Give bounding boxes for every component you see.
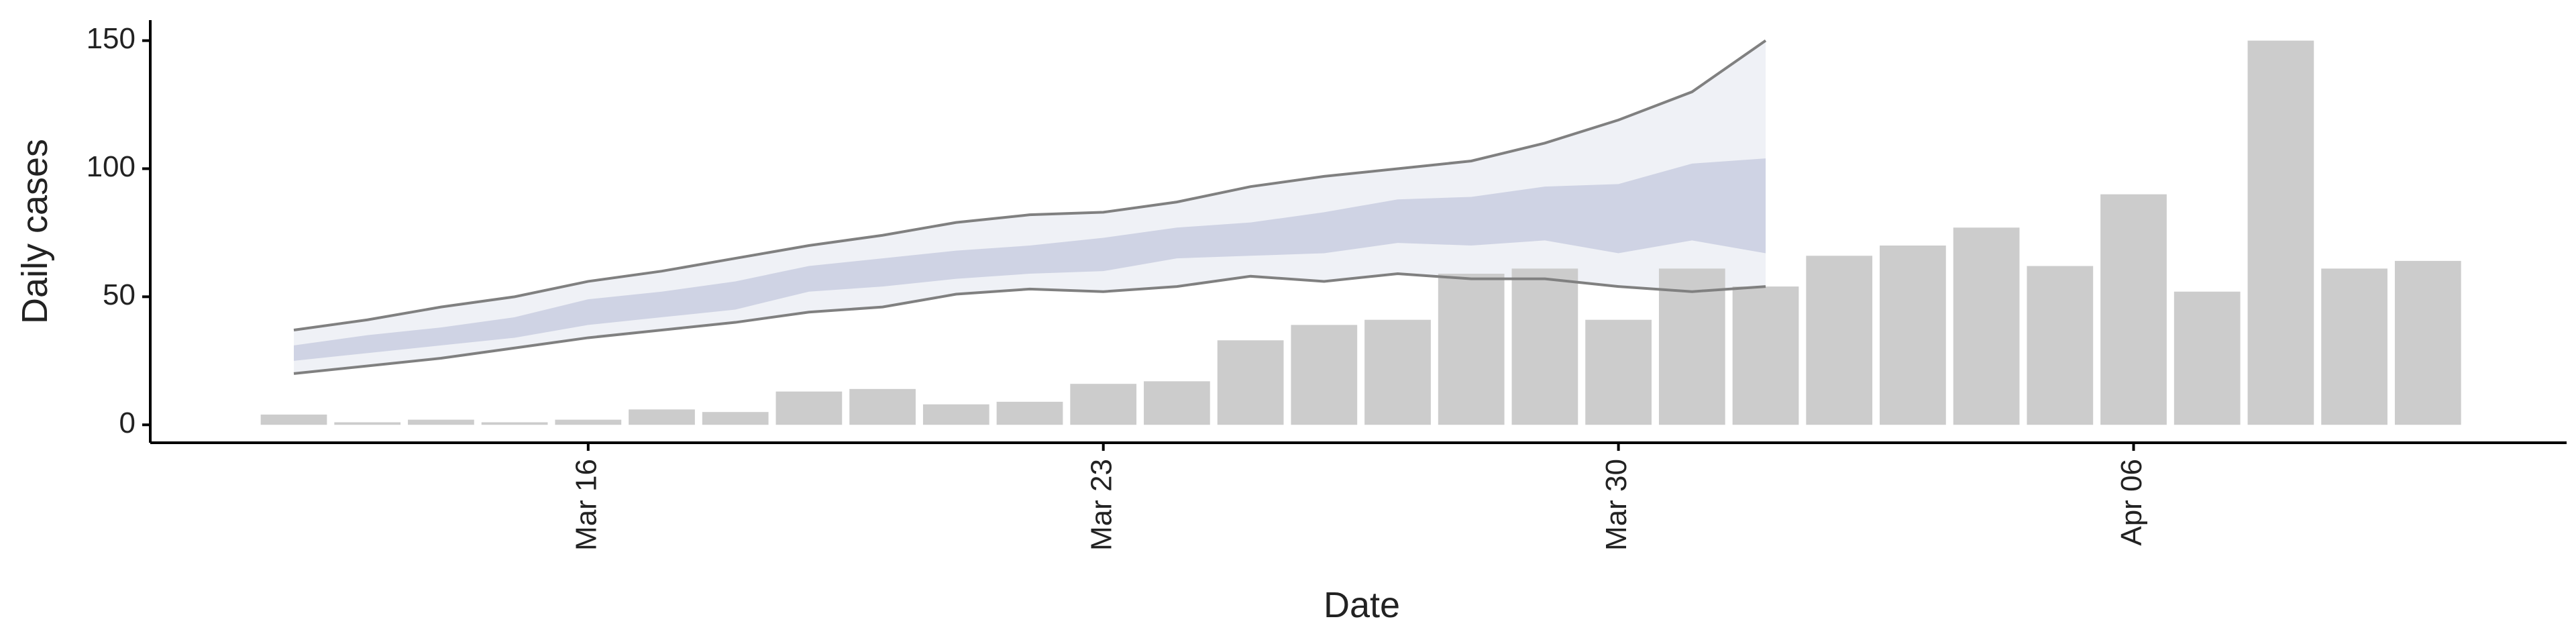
- x-tick-label: Mar 23: [1085, 459, 1118, 551]
- bar: [2174, 291, 2241, 425]
- bar: [1953, 227, 2020, 425]
- bar: [1585, 319, 1652, 425]
- bar: [2247, 40, 2314, 425]
- bar: [849, 388, 916, 425]
- bar: [1364, 319, 1431, 425]
- ribbon: [294, 40, 1766, 374]
- y-tick-label: 0: [119, 407, 136, 439]
- bar: [1806, 256, 1873, 425]
- bar: [1511, 268, 1578, 425]
- bar: [996, 401, 1063, 425]
- bar: [1291, 325, 1358, 425]
- bar: [1217, 340, 1284, 425]
- bar: [1144, 381, 1210, 425]
- bar: [408, 419, 474, 425]
- bar: [260, 415, 327, 425]
- bar: [1732, 286, 1799, 425]
- ribbon-bound-line: [293, 272, 1766, 375]
- x-tick-label: Mar 30: [1600, 459, 1633, 551]
- bar: [2394, 260, 2461, 425]
- ribbon-bound-line: [293, 39, 1767, 331]
- bar: [481, 422, 548, 425]
- x-tick-label: Apr 06: [2115, 459, 2148, 546]
- bar: [629, 409, 695, 425]
- y-axis-title: Daily cases: [15, 139, 55, 324]
- y-tick-label: 50: [103, 278, 136, 311]
- bar: [2027, 266, 2094, 425]
- x-tick-label: Mar 16: [570, 459, 602, 551]
- bar: [1880, 246, 1946, 425]
- bar: [775, 391, 843, 425]
- x-axis-title: Date: [1324, 585, 1400, 625]
- ribbon: [294, 158, 1766, 361]
- bar: [922, 404, 989, 425]
- bar: [2100, 194, 2167, 425]
- bar: [1438, 274, 1505, 425]
- bar: [702, 412, 769, 425]
- y-tick-label: 150: [87, 22, 136, 55]
- bar: [334, 422, 401, 425]
- y-tick-label: 100: [87, 150, 136, 183]
- bar: [555, 419, 622, 425]
- bar: [1070, 384, 1137, 425]
- bar: [1658, 268, 1725, 425]
- bar: [2321, 268, 2387, 425]
